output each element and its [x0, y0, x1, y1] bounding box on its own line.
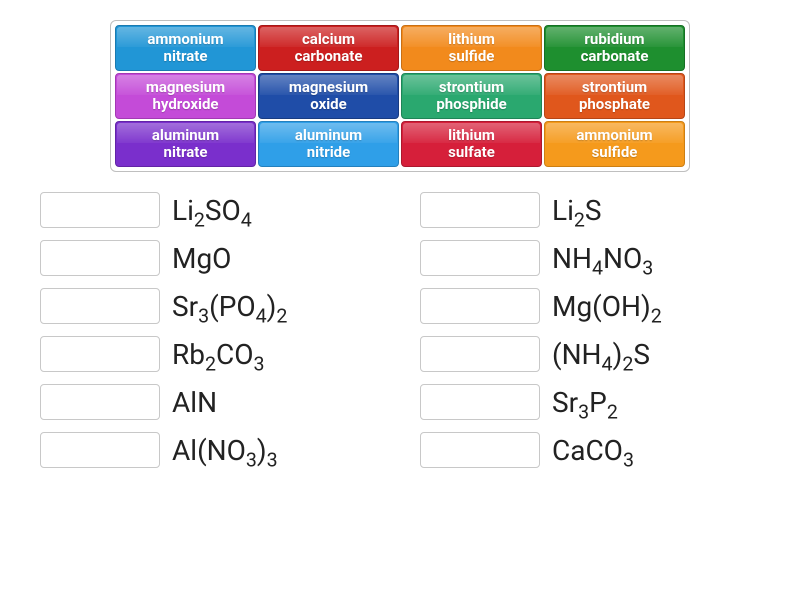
tile-label: ammoniumnitrate	[147, 31, 223, 66]
tile-label: strontiumphosphate	[579, 79, 650, 114]
tile-label: lithiumsulfate	[448, 127, 495, 162]
draggable-tile[interactable]: magnesiumoxide	[258, 73, 399, 119]
tile-label: calciumcarbonate	[295, 31, 363, 66]
tile-label: lithiumsulfide	[448, 31, 495, 66]
drop-slot[interactable]	[420, 288, 540, 324]
drop-slot[interactable]	[40, 432, 160, 468]
tile-label: magnesiumoxide	[289, 79, 368, 114]
drop-slot[interactable]	[420, 384, 540, 420]
answers-area: Li2SO4 Li2S MgO NH4NO3 Sr3(PO4)2 Mg(OH)2 Rb2CO…	[40, 192, 760, 468]
answer-row: Rb2CO3	[40, 336, 380, 372]
tile-label: magnesiumhydroxide	[146, 79, 225, 114]
formula-label: AlN	[172, 386, 217, 419]
answer-row: Sr3P2	[420, 384, 760, 420]
draggable-tile[interactable]: rubidiumcarbonate	[544, 25, 685, 71]
formula-label: Sr3P2	[552, 386, 618, 419]
tile-label: aluminumnitride	[295, 127, 362, 162]
drop-slot[interactable]	[40, 240, 160, 276]
formula-label: Rb2CO3	[172, 338, 265, 371]
answer-row: CaCO3	[420, 432, 760, 468]
formula-label: NH4NO3	[552, 242, 653, 275]
formula-label: Al(NO3)3	[172, 434, 278, 467]
answer-row: Li2SO4	[40, 192, 380, 228]
draggable-tile[interactable]: lithiumsulfate	[401, 121, 542, 167]
answer-row: Mg(OH)2	[420, 288, 760, 324]
draggable-tile[interactable]: ammoniumnitrate	[115, 25, 256, 71]
tile-label: strontiumphosphide	[436, 79, 506, 114]
drop-slot[interactable]	[40, 288, 160, 324]
answer-row: MgO	[40, 240, 380, 276]
tile-label: ammoniumsulfide	[576, 127, 652, 162]
drop-slot[interactable]	[420, 432, 540, 468]
drop-slot[interactable]	[420, 336, 540, 372]
draggable-tile[interactable]: aluminumnitrate	[115, 121, 256, 167]
formula-label: MgO	[172, 242, 231, 275]
formula-label: CaCO3	[552, 434, 634, 467]
answer-row: Al(NO3)3	[40, 432, 380, 468]
draggable-tile[interactable]: ammoniumsulfide	[544, 121, 685, 167]
draggable-tile[interactable]: strontiumphosphide	[401, 73, 542, 119]
answer-row: Li2S	[420, 192, 760, 228]
tile-label: rubidiumcarbonate	[581, 31, 649, 66]
formula-label: Sr3(PO4)2	[172, 290, 287, 323]
tile-bank: ammoniumnitrate calciumcarbonate lithiumsu…	[110, 20, 690, 172]
drop-slot[interactable]	[40, 192, 160, 228]
draggable-tile[interactable]: aluminumnitride	[258, 121, 399, 167]
draggable-tile[interactable]: calciumcarbonate	[258, 25, 399, 71]
formula-label: (NH4)2S	[552, 338, 650, 371]
draggable-tile[interactable]: strontiumphosphate	[544, 73, 685, 119]
drop-slot[interactable]	[40, 384, 160, 420]
draggable-tile[interactable]: lithiumsulfide	[401, 25, 542, 71]
formula-label: Li2S	[552, 194, 602, 227]
formula-label: Li2SO4	[172, 194, 252, 227]
drop-slot[interactable]	[40, 336, 160, 372]
answer-row: AlN	[40, 384, 380, 420]
drop-slot[interactable]	[420, 192, 540, 228]
answer-row: (NH4)2S	[420, 336, 760, 372]
draggable-tile[interactable]: magnesiumhydroxide	[115, 73, 256, 119]
tile-label: aluminumnitrate	[152, 127, 219, 162]
formula-label: Mg(OH)2	[552, 290, 662, 323]
answer-row: Sr3(PO4)2	[40, 288, 380, 324]
drop-slot[interactable]	[420, 240, 540, 276]
answer-row: NH4NO3	[420, 240, 760, 276]
